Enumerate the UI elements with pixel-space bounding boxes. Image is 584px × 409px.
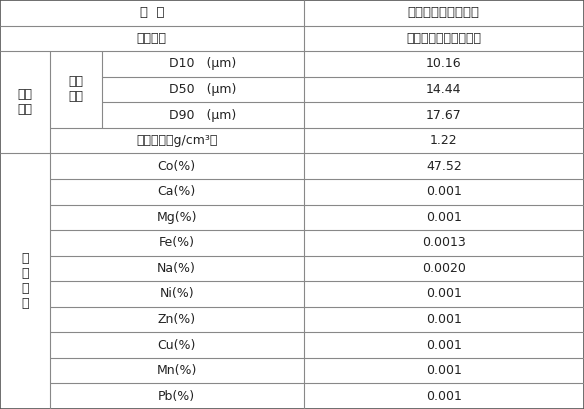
Text: Co(%): Co(%) xyxy=(158,160,196,173)
Text: 0.0020: 0.0020 xyxy=(422,262,466,275)
Text: 物理
性能: 物理 性能 xyxy=(18,88,32,116)
Text: 0.001: 0.001 xyxy=(426,211,462,224)
Text: 化
学
成
份: 化 学 成 份 xyxy=(21,252,29,310)
Text: Zn(%): Zn(%) xyxy=(158,313,196,326)
Text: 0.001: 0.001 xyxy=(426,185,462,198)
Text: D50   (μm): D50 (μm) xyxy=(169,83,237,96)
Text: Pb(%): Pb(%) xyxy=(158,390,195,403)
Text: 0.001: 0.001 xyxy=(426,288,462,301)
Text: 松装密度（g/cm³）: 松装密度（g/cm³） xyxy=(136,134,217,147)
Text: Na(%): Na(%) xyxy=(157,262,196,275)
Text: D10   (μm): D10 (μm) xyxy=(169,57,237,70)
Text: 0.001: 0.001 xyxy=(426,339,462,352)
Text: 粉红色粉末，色泽一致: 粉红色粉末，色泽一致 xyxy=(406,32,481,45)
Text: 激光
粒度: 激光 粒度 xyxy=(68,76,84,103)
Text: Cu(%): Cu(%) xyxy=(158,339,196,352)
Text: 0.001: 0.001 xyxy=(426,390,462,403)
Text: 质量要求、检测结果: 质量要求、检测结果 xyxy=(408,6,480,19)
Text: Mn(%): Mn(%) xyxy=(157,364,197,377)
Text: 10.16: 10.16 xyxy=(426,57,462,70)
Text: Fe(%): Fe(%) xyxy=(159,236,194,249)
Text: 14.44: 14.44 xyxy=(426,83,461,96)
Text: Ni(%): Ni(%) xyxy=(159,288,194,301)
Text: Ca(%): Ca(%) xyxy=(158,185,196,198)
Text: 47.52: 47.52 xyxy=(426,160,462,173)
Text: 0.001: 0.001 xyxy=(426,364,462,377)
Text: 项  目: 项 目 xyxy=(140,6,164,19)
Text: 表观质量: 表观质量 xyxy=(137,32,167,45)
Text: D90   (μm): D90 (μm) xyxy=(169,108,237,121)
Text: 17.67: 17.67 xyxy=(426,108,462,121)
Text: Mg(%): Mg(%) xyxy=(157,211,197,224)
Text: 0.001: 0.001 xyxy=(426,313,462,326)
Text: 0.0013: 0.0013 xyxy=(422,236,465,249)
Text: 1.22: 1.22 xyxy=(430,134,458,147)
